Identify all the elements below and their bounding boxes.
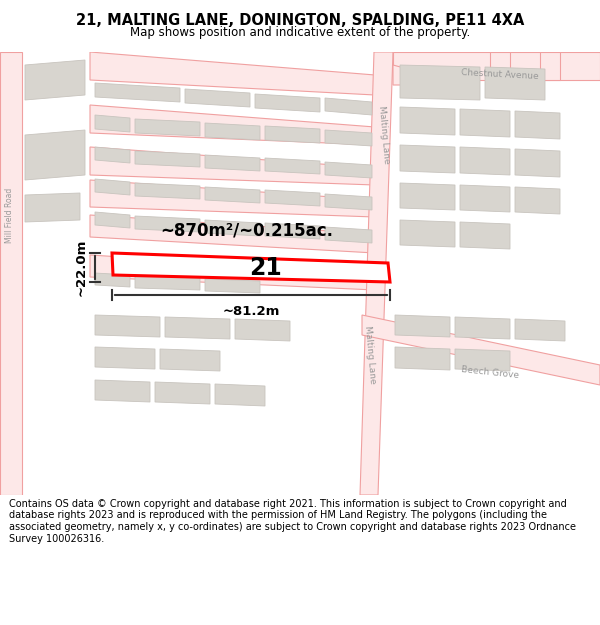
Polygon shape (135, 216, 200, 232)
Text: Chestnut Avenue: Chestnut Avenue (461, 69, 539, 81)
Polygon shape (362, 315, 600, 385)
Text: ~870m²/~0.215ac.: ~870m²/~0.215ac. (160, 221, 333, 239)
Polygon shape (25, 60, 85, 100)
Polygon shape (90, 147, 375, 185)
Polygon shape (95, 380, 150, 402)
Text: Malting Lane: Malting Lane (363, 326, 377, 384)
Polygon shape (325, 194, 372, 210)
Polygon shape (135, 119, 200, 136)
Polygon shape (325, 130, 372, 146)
Text: Beech Grove: Beech Grove (461, 366, 520, 381)
Polygon shape (325, 98, 372, 115)
Polygon shape (265, 158, 320, 174)
Polygon shape (265, 223, 320, 239)
Polygon shape (460, 109, 510, 137)
Polygon shape (460, 147, 510, 175)
Text: Map shows position and indicative extent of the property.: Map shows position and indicative extent… (130, 26, 470, 39)
Polygon shape (160, 349, 220, 371)
Polygon shape (235, 319, 290, 341)
Polygon shape (135, 183, 200, 199)
Polygon shape (95, 212, 130, 228)
Polygon shape (400, 183, 455, 210)
Polygon shape (455, 317, 510, 339)
Polygon shape (360, 52, 393, 495)
Polygon shape (90, 105, 375, 145)
Polygon shape (95, 347, 155, 369)
Polygon shape (400, 65, 480, 100)
Text: Mill Field Road: Mill Field Road (5, 188, 14, 242)
Polygon shape (205, 220, 260, 236)
Polygon shape (90, 52, 375, 95)
Polygon shape (165, 317, 230, 339)
Polygon shape (460, 185, 510, 212)
Polygon shape (95, 115, 130, 132)
Polygon shape (255, 94, 320, 112)
Polygon shape (395, 315, 450, 337)
Polygon shape (265, 126, 320, 143)
Polygon shape (112, 253, 390, 282)
Polygon shape (135, 151, 200, 167)
Polygon shape (455, 349, 510, 371)
Text: ~22.0m: ~22.0m (75, 239, 88, 296)
Polygon shape (95, 179, 130, 195)
Polygon shape (393, 52, 600, 80)
Polygon shape (490, 52, 510, 80)
Polygon shape (515, 187, 560, 214)
Text: ~81.2m: ~81.2m (223, 305, 280, 318)
Text: Contains OS data © Crown copyright and database right 2021. This information is : Contains OS data © Crown copyright and d… (9, 499, 576, 544)
Polygon shape (95, 273, 130, 287)
Polygon shape (515, 111, 560, 139)
Polygon shape (25, 193, 80, 222)
Polygon shape (325, 162, 372, 178)
Polygon shape (205, 123, 260, 140)
Text: Malting Lane: Malting Lane (377, 106, 391, 164)
Polygon shape (215, 384, 265, 406)
Polygon shape (400, 145, 455, 173)
Polygon shape (205, 155, 260, 171)
Text: 21: 21 (250, 256, 282, 280)
Polygon shape (95, 315, 160, 337)
Polygon shape (515, 149, 560, 177)
Polygon shape (205, 187, 260, 203)
Polygon shape (135, 276, 200, 290)
Polygon shape (90, 255, 375, 290)
Polygon shape (485, 67, 545, 100)
Polygon shape (540, 52, 560, 80)
Polygon shape (90, 180, 375, 217)
Polygon shape (0, 52, 22, 495)
Polygon shape (515, 319, 565, 341)
Polygon shape (265, 190, 320, 206)
Polygon shape (400, 107, 455, 135)
Polygon shape (185, 89, 250, 107)
Polygon shape (25, 130, 85, 180)
Polygon shape (325, 227, 372, 243)
Polygon shape (393, 65, 460, 85)
Polygon shape (95, 83, 180, 102)
Polygon shape (205, 279, 260, 293)
Polygon shape (400, 220, 455, 247)
Polygon shape (395, 347, 450, 370)
Polygon shape (155, 382, 210, 404)
Polygon shape (460, 222, 510, 249)
Polygon shape (90, 215, 375, 253)
Polygon shape (95, 147, 130, 163)
Text: 21, MALTING LANE, DONINGTON, SPALDING, PE11 4XA: 21, MALTING LANE, DONINGTON, SPALDING, P… (76, 13, 524, 28)
